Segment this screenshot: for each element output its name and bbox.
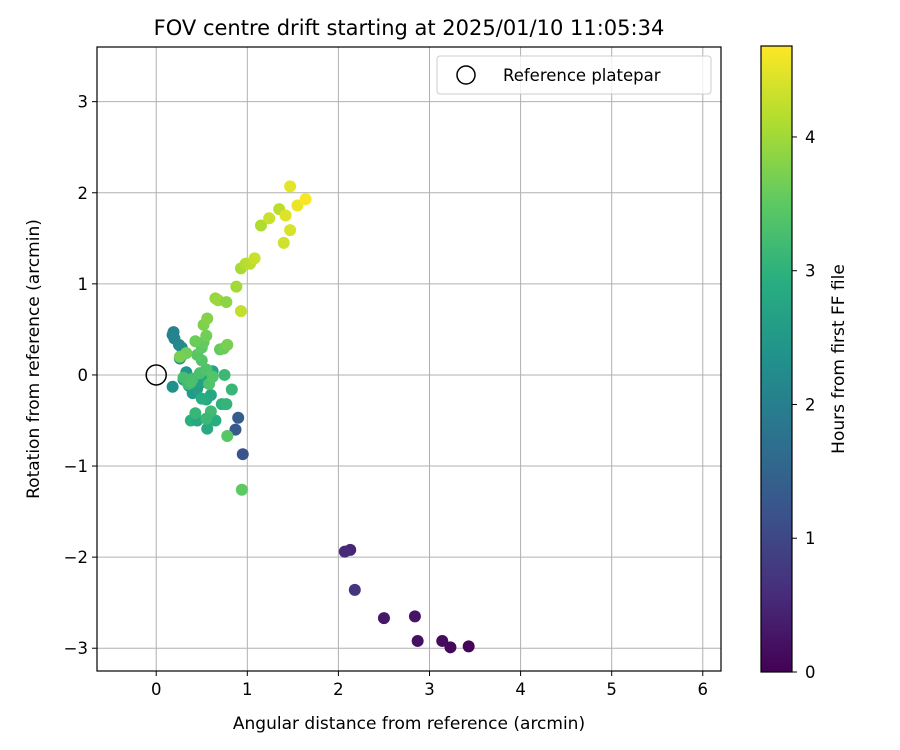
data-point [234, 305, 247, 318]
x-tick-label: 5 [606, 680, 617, 699]
data-point [277, 236, 290, 249]
x-tick-label: 0 [151, 680, 162, 699]
data-point [462, 640, 475, 653]
y-tick-label: −3 [64, 639, 88, 658]
data-point [279, 209, 292, 222]
legend: Reference platepar [436, 55, 712, 95]
x-tick-label: 4 [515, 680, 526, 699]
data-point [166, 380, 179, 393]
data-point [184, 376, 197, 389]
x-axis-label: Angular distance from reference (arcmin) [233, 714, 585, 734]
data-point [348, 583, 361, 596]
data-point [291, 199, 304, 212]
data-point [206, 370, 219, 383]
data-point [230, 280, 243, 293]
legend-box [436, 55, 712, 95]
y-tick-label: 2 [78, 184, 89, 203]
data-point [235, 483, 248, 496]
chart-title: FOV centre drift starting at 2025/01/10 … [154, 16, 665, 40]
y-tick-label: −1 [64, 457, 88, 476]
legend-marker-reference-icon [456, 65, 476, 85]
data-point [232, 411, 245, 424]
colorbar-label: Hours from first FF file [829, 264, 849, 454]
data-point [411, 634, 424, 647]
data-point [444, 641, 457, 654]
data-point [200, 412, 213, 425]
colorbar-tick-label: 2 [805, 395, 816, 414]
data-point [221, 429, 234, 442]
data-point [201, 312, 214, 325]
x-tick-label: 1 [242, 680, 253, 699]
data-point [201, 422, 214, 435]
data-point [299, 193, 312, 206]
x-tick-label: 2 [333, 680, 344, 699]
data-point [408, 610, 421, 623]
colorbar-ticks: 0 1 2 3 4 [792, 128, 816, 682]
grid [97, 47, 721, 671]
plot-frame [96, 46, 722, 672]
data-point [173, 350, 186, 363]
colorbar-tick-label: 1 [805, 529, 816, 548]
data-point [189, 407, 202, 420]
y-axis-label: Rotation from reference (arcmin) [24, 219, 44, 499]
data-point [200, 329, 213, 342]
data-point [263, 212, 276, 225]
data-point [220, 398, 233, 411]
data-point [236, 448, 249, 461]
data-points [145, 180, 475, 654]
data-point [225, 383, 238, 396]
colorbar-tick-label: 4 [805, 128, 816, 147]
data-point [338, 545, 351, 558]
colorbar-tick-label: 3 [805, 262, 816, 281]
colorbar-bar [760, 45, 793, 673]
y-tick-label: 0 [78, 366, 89, 385]
data-point [218, 368, 231, 381]
data-point [189, 335, 202, 348]
data-point [195, 392, 208, 405]
data-point [254, 219, 267, 232]
colorbar: 0 1 2 3 4 Hours from first FF file [760, 45, 849, 682]
data-point [436, 634, 449, 647]
data-point [229, 423, 242, 436]
y-tick-label: 3 [78, 93, 89, 112]
y-tick-label: −2 [64, 548, 88, 567]
data-point [221, 338, 234, 351]
data-point [284, 180, 297, 193]
axis-ticks: 0 1 2 3 4 5 6 −3 −2 −1 0 1 2 3 [64, 93, 708, 699]
data-point [248, 252, 261, 265]
x-tick-label: 6 [698, 680, 709, 699]
legend-entry-reference: Reference platepar [503, 66, 661, 85]
reference-marker [145, 364, 167, 386]
y-tick-label: 1 [78, 275, 89, 294]
colorbar-tick-label: 0 [805, 663, 816, 682]
data-point [209, 414, 222, 427]
data-point [284, 224, 297, 237]
data-point [220, 296, 233, 309]
data-point [377, 612, 390, 625]
x-tick-label: 3 [424, 680, 435, 699]
